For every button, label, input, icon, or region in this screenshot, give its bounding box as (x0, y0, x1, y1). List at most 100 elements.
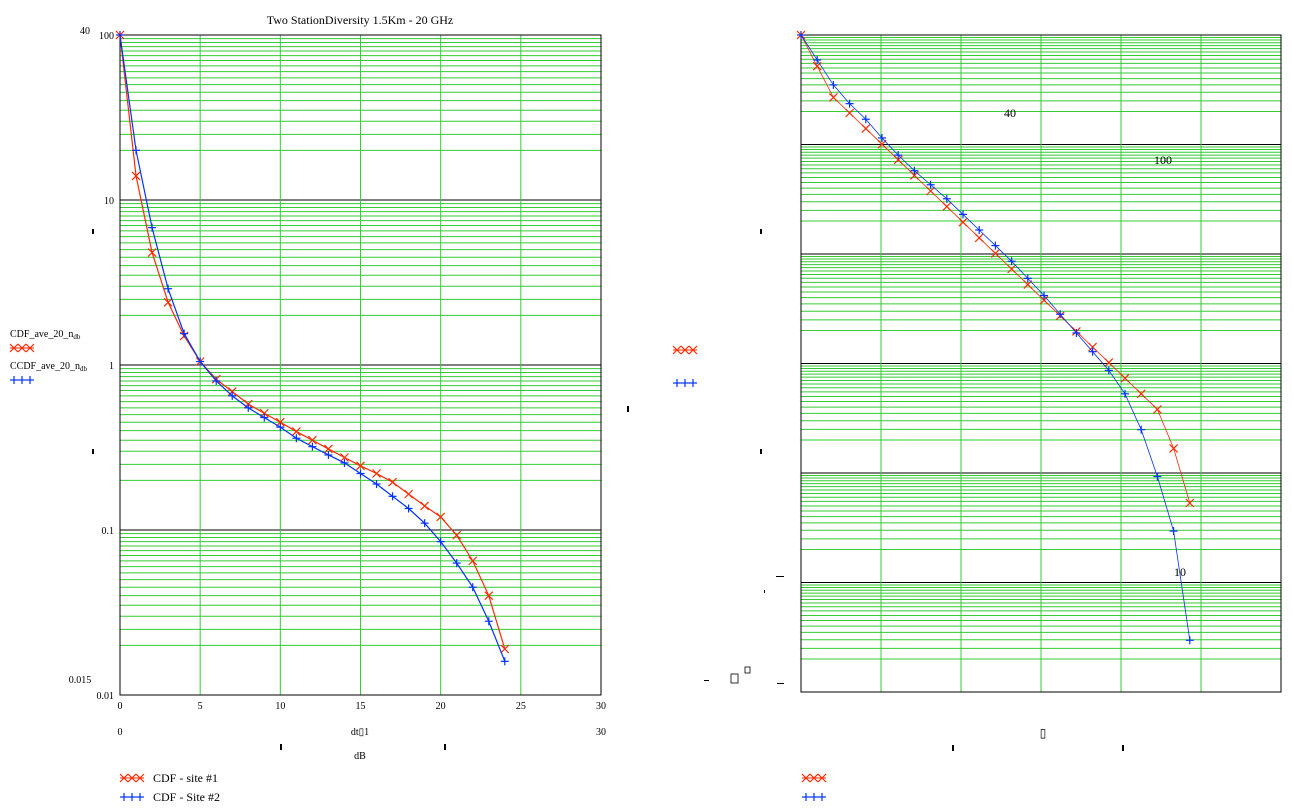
data-point (227, 387, 237, 397)
data-point (291, 427, 301, 436)
data-point (340, 458, 349, 467)
data-point (1088, 342, 1098, 352)
left-plot-frame (119, 34, 602, 696)
data-point (292, 434, 301, 443)
x-tick-label: 20 (436, 701, 446, 712)
stray-mark (627, 406, 629, 412)
data-point (404, 504, 413, 513)
right-series-line-1 (800, 34, 1191, 504)
x-tick-label: 10 (275, 701, 285, 712)
data-point (452, 559, 461, 568)
data-point (1136, 389, 1146, 399)
x-tick-label: 25 (516, 701, 526, 712)
data-point (861, 115, 870, 124)
x-tick-label: 0 (118, 701, 123, 712)
data-point (1120, 373, 1130, 383)
x-limit-right-label: 30 (596, 727, 606, 738)
data-point (436, 537, 445, 546)
data-point (164, 284, 173, 293)
right-x-label: ▯ (1040, 726, 1047, 740)
y-tick-label: 100 (99, 31, 114, 42)
data-point (500, 644, 510, 654)
data-point (1039, 295, 1049, 305)
data-point (356, 461, 365, 471)
y-tick-label: 0.01 (97, 691, 115, 702)
stray-mark (764, 590, 765, 593)
data-point (276, 423, 285, 432)
x-tick-label: 5 (198, 701, 203, 712)
left-grid (119, 35, 602, 696)
y-label-cdf: CDF_ave_20_ndb (10, 329, 81, 341)
data-point (420, 519, 429, 528)
y-tick-label: 1 (109, 361, 114, 372)
data-point (372, 480, 381, 489)
data-point (877, 139, 887, 149)
right-inner-label-10: 10 (1174, 565, 1186, 579)
data-point (1056, 310, 1065, 319)
right-inner-label-100: 100 (1154, 153, 1172, 167)
y-label-ccdf: CCDF_ave_20_ndb (10, 361, 88, 373)
data-point (829, 80, 838, 89)
legend: CDF - site #1 CDF - Site #2 (119, 771, 220, 804)
series-line-1 (119, 34, 506, 650)
data-point (131, 171, 141, 181)
data-point (420, 501, 430, 511)
data-point (180, 329, 189, 338)
data-point (1104, 366, 1113, 375)
data-point (990, 248, 1000, 258)
data-point (1088, 347, 1097, 356)
data-point (845, 108, 855, 118)
data-point (404, 489, 414, 499)
data-point (1185, 498, 1195, 508)
data-point (388, 477, 397, 487)
y-limit-bottom-label: 0.015 (69, 675, 92, 686)
data-point (894, 151, 903, 160)
data-point (500, 657, 509, 666)
data-point (910, 166, 919, 175)
data-point (1185, 636, 1194, 645)
x-tick-label: 30 (596, 701, 606, 712)
x-axis-label: dB (354, 751, 366, 762)
data-point (1023, 274, 1032, 283)
stray-mark (92, 229, 94, 234)
data-point (1169, 527, 1178, 536)
data-point (861, 124, 871, 134)
data-point (942, 194, 951, 203)
data-point (1152, 404, 1162, 414)
stray-mark (704, 680, 709, 681)
right-grid (800, 35, 1282, 692)
data-point (324, 444, 333, 454)
right-key (672, 345, 827, 801)
right-series (796, 30, 1195, 645)
x-axis-label-upper: dt▯1 (351, 727, 369, 738)
data-point (116, 31, 124, 39)
data-point (260, 413, 269, 422)
data-point (307, 435, 317, 445)
stray-mark (776, 576, 784, 577)
data-point (147, 248, 157, 258)
stray-box (744, 666, 751, 674)
series-line-2 (119, 34, 506, 662)
right-key-marker-red (672, 345, 698, 355)
stray-mark (280, 744, 282, 750)
data-point (878, 133, 886, 142)
y-label-cdf-marker (9, 343, 35, 353)
data-point (1121, 389, 1129, 398)
data-point (468, 583, 477, 592)
data-point (356, 469, 365, 478)
data-point (991, 241, 1000, 250)
data-point (1072, 328, 1081, 337)
data-point (1023, 280, 1033, 290)
data-point (244, 403, 253, 412)
data-point (813, 55, 822, 64)
data-point (828, 92, 838, 102)
legend-marker-site1 (119, 773, 145, 783)
data-point (1137, 425, 1146, 434)
data-point (148, 223, 157, 232)
data-point (942, 202, 952, 212)
data-point (468, 556, 478, 566)
right-legend-marker-red (801, 773, 827, 783)
data-point (975, 226, 984, 234)
data-point (958, 217, 968, 227)
